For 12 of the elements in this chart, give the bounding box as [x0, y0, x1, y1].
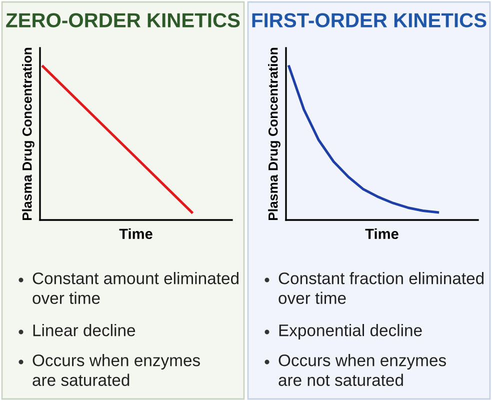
text: Occurs when enzymes are saturated: [32, 354, 200, 386]
chart-title: FIRST-ORDER KINETICS: [252, 13, 486, 28]
y-axis-title: Plasma Drug Concentration: [268, 48, 280, 220]
x-axis-title: Time: [119, 228, 152, 240]
text: Constant fraction eliminated over time: [278, 272, 484, 304]
text: Exponential decline: [279, 324, 422, 340]
text: Constant amount eliminated over time: [32, 272, 238, 304]
text: Linear decline: [33, 324, 136, 336]
chart-title: ZERO-ORDER KINETICS: [6, 13, 240, 28]
text: Occurs when enzymes are not saturated: [278, 354, 446, 386]
y-axis-title: Plasma Drug Concentration: [22, 48, 34, 220]
x-axis-title: Time: [365, 228, 398, 240]
